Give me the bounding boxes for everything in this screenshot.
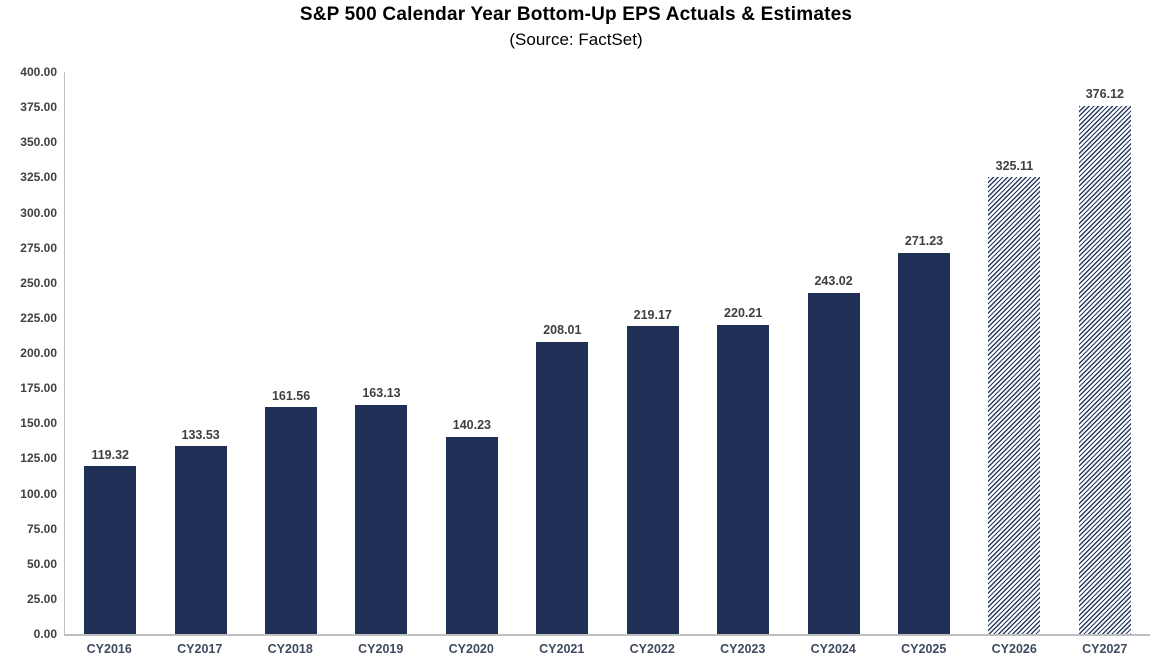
x-axis-label: CY2018 [267, 642, 313, 656]
x-axis-label: CY2024 [810, 642, 856, 656]
bar-actual [445, 436, 498, 634]
bar-column: 220.21 [698, 72, 788, 634]
x-axis-label: CY2022 [629, 642, 675, 656]
bar-value-label: 243.02 [814, 274, 853, 289]
chart-title: S&P 500 Calendar Year Bottom-Up EPS Actu… [299, 4, 853, 25]
bar-value-label: 161.56 [271, 388, 311, 403]
bar-column: 208.01 [517, 72, 607, 634]
bar-value-label: 119.32 [91, 447, 129, 462]
bar-column: 140.23 [427, 72, 517, 634]
y-axis-tick-label: 200.00 [20, 346, 57, 360]
bar-value-label: 271.23 [904, 234, 944, 249]
bar-actual [536, 341, 589, 634]
bar-value-label: 220.21 [724, 306, 763, 321]
y-axis-tick-label: 50.00 [26, 556, 57, 571]
x-axis-label: CY2025 [901, 642, 947, 656]
x-axis-labels-row: CY2016 CY2017 CY2018 CY2019 CY2020 CY2021 CY20… [64, 643, 1150, 656]
bar-estimate [988, 177, 1041, 634]
y-axis-tick-label: 0.00 [33, 627, 57, 641]
y-axis-tick-label: 300.00 [20, 205, 57, 220]
bar-actual [626, 326, 679, 634]
chart-subtitle: (Source: FactSet) [509, 30, 643, 49]
y-axis-tick-label: 275.00 [20, 240, 57, 255]
bar-column: 376.12 [1060, 72, 1150, 634]
bar-value-label: 208.01 [543, 323, 582, 338]
y-axis-tick-label: 75.00 [26, 521, 57, 536]
x-axis-label: CY2027 [1082, 642, 1128, 656]
bar-column: 119.32 [65, 72, 155, 634]
y-axis-tick-label: 175.00 [20, 381, 57, 396]
x-axis-label: CY2026 [991, 642, 1037, 656]
plot-area: 119.32 133.53 161.56 163.13 140.23 208.01 219.… [20, 66, 1150, 640]
x-axis-label: CY2016 [86, 642, 132, 656]
y-axis-tick-label: 250.00 [20, 275, 57, 290]
bar-actual [898, 252, 950, 634]
x-axis-label: CY2020 [448, 642, 494, 656]
bar-column: 163.13 [336, 72, 426, 634]
y-axis-tick-label: 350.00 [20, 135, 57, 150]
y-axis-tick-label: 100.00 [20, 486, 57, 501]
x-axis-label: CY2019 [358, 642, 404, 656]
bar-actual [265, 407, 318, 634]
bar-actual [717, 324, 770, 634]
bar-column: 325.11 [969, 72, 1059, 634]
bar-value-label: 219.17 [633, 307, 672, 322]
bar-value-label: 325.11 [995, 158, 1034, 173]
bar-actual [807, 292, 860, 634]
bar-value-label: 140.23 [452, 418, 492, 433]
bar-actual [174, 446, 227, 634]
bar-column: 161.56 [246, 72, 336, 634]
x-axis-label: CY2021 [539, 642, 585, 656]
y-axis-tick-label: 325.00 [20, 170, 57, 185]
bar-value-label: 163.13 [362, 386, 401, 401]
bar-column: 271.23 [879, 72, 969, 634]
bar-estimate [1078, 105, 1131, 634]
bar-actual [355, 404, 408, 634]
bars-container: 119.32 133.53 161.56 163.13 140.23 208.01 219.… [65, 72, 1150, 634]
x-axis-label: CY2023 [720, 642, 766, 656]
bar-value-label: 133.53 [181, 427, 220, 442]
y-axis-tick-label: 225.00 [20, 310, 57, 325]
y-axis-tick-label: 375.00 [20, 100, 57, 115]
bar-column: 219.17 [608, 72, 698, 634]
bar-column: 133.53 [155, 72, 245, 634]
bar-actual [84, 466, 137, 634]
bar-value-label: 376.12 [1085, 87, 1124, 102]
y-axis-tick-label: 400.00 [20, 65, 57, 79]
y-axis-tick-label: 150.00 [20, 416, 57, 431]
bar-column: 243.02 [788, 72, 878, 634]
x-axis-label: CY2017 [177, 642, 223, 656]
y-axis-tick-label: 25.00 [26, 591, 57, 606]
y-axis-tick-label: 125.00 [20, 451, 57, 466]
